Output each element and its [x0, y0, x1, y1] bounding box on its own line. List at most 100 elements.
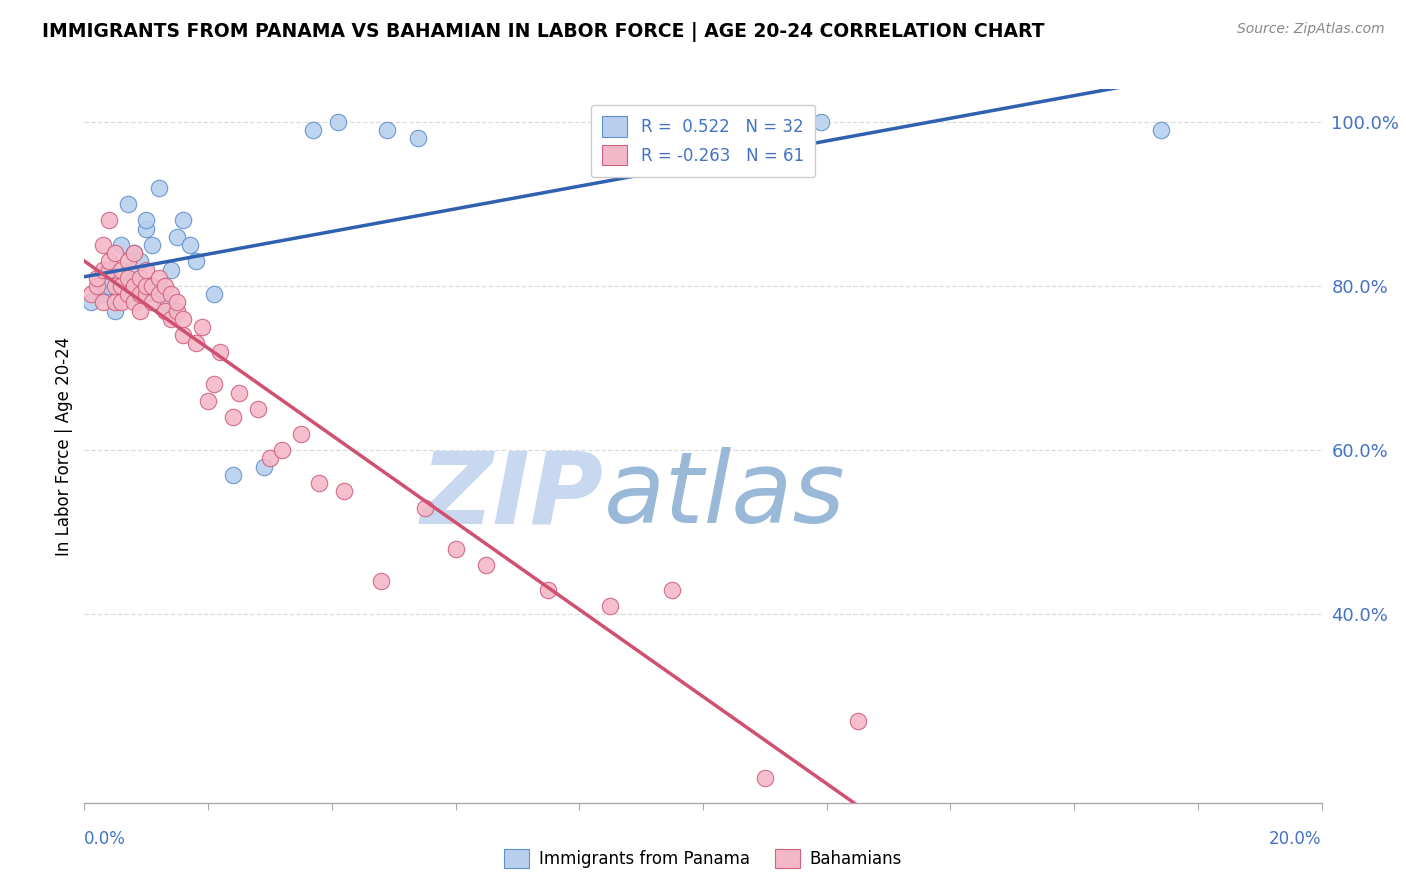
- Point: [79, 287, 101, 301]
- Point: [166, 295, 188, 310]
- Point: [271, 443, 294, 458]
- Y-axis label: In Labor Force | Age 20-24: In Labor Force | Age 20-24: [55, 336, 73, 556]
- Point: [166, 230, 188, 244]
- Point: [122, 279, 145, 293]
- Point: [110, 262, 132, 277]
- Point: [172, 328, 194, 343]
- Point: [141, 279, 163, 293]
- Point: [135, 287, 157, 301]
- Point: [98, 279, 121, 293]
- Point: [160, 262, 183, 277]
- Point: [333, 484, 356, 499]
- Point: [308, 475, 330, 490]
- Point: [141, 238, 163, 252]
- Point: [117, 270, 139, 285]
- Point: [86, 270, 108, 285]
- Point: [135, 213, 157, 227]
- Point: [475, 558, 498, 572]
- Point: [148, 180, 170, 194]
- Text: atlas: atlas: [605, 448, 845, 544]
- Point: [661, 582, 683, 597]
- Point: [184, 254, 207, 268]
- Point: [141, 279, 163, 293]
- Point: [222, 467, 245, 482]
- Point: [222, 410, 245, 425]
- Point: [91, 238, 114, 252]
- Point: [104, 295, 127, 310]
- Point: [172, 311, 194, 326]
- Point: [129, 303, 152, 318]
- Point: [228, 385, 250, 400]
- Point: [153, 295, 176, 310]
- Point: [141, 295, 163, 310]
- Point: [810, 115, 832, 129]
- Point: [377, 123, 399, 137]
- Point: [413, 500, 436, 515]
- Point: [122, 246, 145, 260]
- Point: [98, 254, 121, 268]
- Point: [104, 303, 127, 318]
- Point: [537, 582, 560, 597]
- Point: [202, 377, 225, 392]
- Point: [290, 426, 312, 441]
- Text: Source: ZipAtlas.com: Source: ZipAtlas.com: [1237, 22, 1385, 37]
- Point: [148, 270, 170, 285]
- Point: [153, 303, 176, 318]
- Point: [104, 246, 127, 260]
- Point: [253, 459, 276, 474]
- Point: [122, 246, 145, 260]
- Point: [110, 238, 132, 252]
- Point: [122, 262, 145, 277]
- Point: [117, 254, 139, 268]
- Point: [117, 287, 139, 301]
- Point: [122, 295, 145, 310]
- Point: [1150, 123, 1173, 137]
- Text: ZIP: ZIP: [420, 448, 605, 544]
- Point: [846, 714, 869, 728]
- Point: [370, 574, 392, 589]
- Point: [326, 115, 349, 129]
- Point: [172, 213, 194, 227]
- Point: [135, 221, 157, 235]
- Point: [153, 279, 176, 293]
- Point: [129, 287, 152, 301]
- Point: [166, 303, 188, 318]
- Text: 20.0%: 20.0%: [1270, 830, 1322, 847]
- Text: 0.0%: 0.0%: [84, 830, 127, 847]
- Point: [98, 262, 121, 277]
- Point: [91, 295, 114, 310]
- Point: [91, 287, 114, 301]
- Point: [129, 270, 152, 285]
- Point: [246, 402, 269, 417]
- Point: [79, 295, 101, 310]
- Point: [408, 131, 430, 145]
- Legend: R =  0.522   N = 32, R = -0.263   N = 61: R = 0.522 N = 32, R = -0.263 N = 61: [591, 104, 815, 177]
- Point: [135, 262, 157, 277]
- Point: [104, 279, 127, 293]
- Point: [179, 238, 201, 252]
- Point: [110, 295, 132, 310]
- Point: [160, 311, 183, 326]
- Point: [202, 287, 225, 301]
- Point: [148, 287, 170, 301]
- Point: [129, 254, 152, 268]
- Point: [191, 320, 214, 334]
- Point: [86, 279, 108, 293]
- Point: [209, 344, 232, 359]
- Legend: Immigrants from Panama, Bahamians: Immigrants from Panama, Bahamians: [498, 843, 908, 875]
- Point: [160, 287, 183, 301]
- Point: [110, 279, 132, 293]
- Point: [91, 262, 114, 277]
- Point: [135, 279, 157, 293]
- Point: [754, 771, 776, 785]
- Point: [599, 599, 621, 613]
- Text: IMMIGRANTS FROM PANAMA VS BAHAMIAN IN LABOR FORCE | AGE 20-24 CORRELATION CHART: IMMIGRANTS FROM PANAMA VS BAHAMIAN IN LA…: [42, 22, 1045, 42]
- Point: [259, 451, 281, 466]
- Point: [98, 262, 121, 277]
- Point: [129, 287, 152, 301]
- Point: [117, 197, 139, 211]
- Point: [117, 279, 139, 293]
- Point: [302, 123, 325, 137]
- Point: [444, 541, 467, 556]
- Point: [197, 393, 219, 408]
